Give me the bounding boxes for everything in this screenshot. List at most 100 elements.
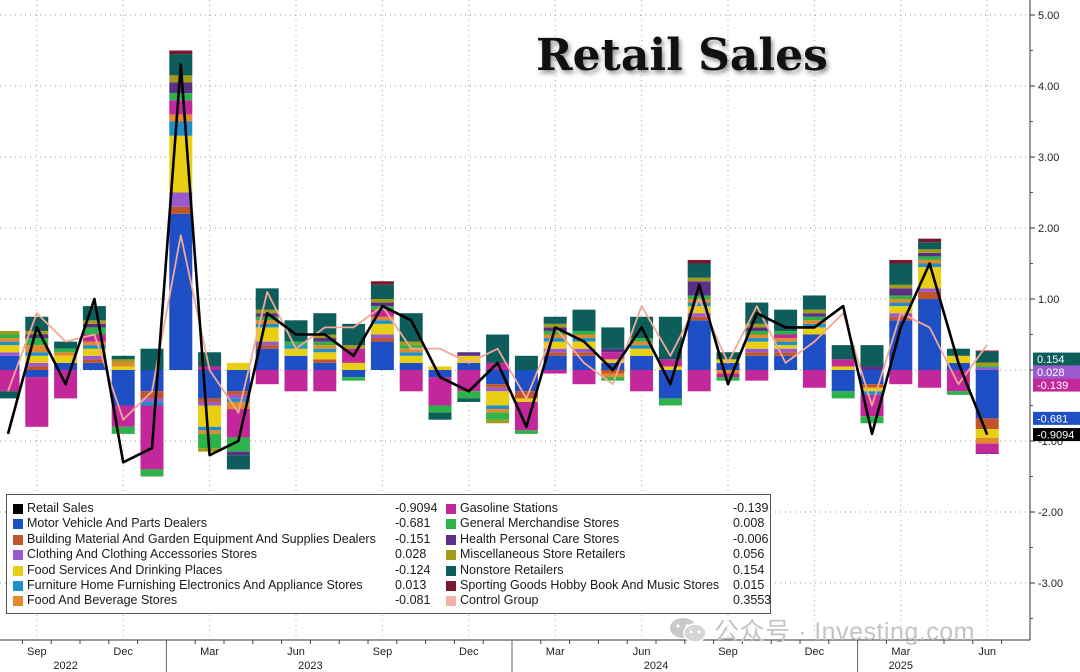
bar-segment bbox=[370, 323, 394, 335]
bar-segment bbox=[572, 338, 596, 342]
bar-segment bbox=[169, 93, 193, 101]
bar-segment bbox=[169, 50, 193, 55]
bar-segment bbox=[140, 401, 164, 406]
bar-segment bbox=[946, 391, 970, 395]
bar-segment bbox=[630, 345, 654, 349]
legend-value: -0.006 bbox=[733, 531, 769, 546]
bar-segment bbox=[54, 341, 78, 349]
bar-segment bbox=[370, 341, 394, 370]
x-tick-label: Sep bbox=[718, 646, 738, 658]
legend-label: Nonstore Retailers bbox=[460, 562, 564, 577]
bar-segment bbox=[975, 418, 999, 430]
bar-segment bbox=[918, 267, 942, 289]
bar-segment bbox=[745, 348, 769, 353]
bar-segment bbox=[889, 288, 913, 296]
bar-segment bbox=[370, 316, 394, 321]
bar-segment bbox=[745, 338, 769, 342]
bar-segment bbox=[745, 355, 769, 370]
bar-segment bbox=[543, 355, 567, 370]
legend-label: Gasoline Stations bbox=[460, 501, 558, 515]
bar-segment bbox=[572, 330, 596, 335]
bar-segment bbox=[601, 359, 625, 363]
bar-segment bbox=[111, 370, 135, 406]
bar-segment bbox=[111, 426, 135, 434]
bar-segment bbox=[687, 306, 711, 314]
end-value-label: 0.028 bbox=[1037, 367, 1065, 379]
bar-segment bbox=[975, 368, 999, 370]
bar-segment bbox=[802, 313, 826, 317]
bar-segment bbox=[860, 416, 884, 424]
bar-segment bbox=[572, 348, 596, 353]
bar-segment bbox=[0, 391, 20, 399]
bar-segment bbox=[946, 348, 970, 356]
bar-segment bbox=[831, 359, 855, 367]
bar-segment bbox=[399, 348, 423, 353]
legend-swatch bbox=[13, 519, 23, 530]
bar-segment bbox=[428, 412, 452, 420]
bar-segment bbox=[428, 366, 452, 370]
legend-label: Motor Vehicle And Parts Dealers bbox=[27, 516, 207, 531]
bar-segment bbox=[716, 352, 740, 360]
watermark-text: 公众号 · Investing.com bbox=[714, 618, 975, 646]
y-tick-label: 5.00 bbox=[1038, 10, 1059, 22]
bar-segment bbox=[169, 114, 193, 122]
legend-swatch bbox=[446, 504, 456, 514]
bar-segment bbox=[226, 394, 250, 399]
legend-swatch bbox=[13, 534, 23, 545]
x-tick-label: Mar bbox=[891, 646, 910, 658]
bar-segment bbox=[0, 338, 20, 342]
bar-segment bbox=[975, 351, 999, 363]
bar-segment bbox=[831, 370, 855, 392]
bar-segment bbox=[774, 341, 798, 346]
x-tick-label: Jun bbox=[287, 646, 305, 658]
legend-swatch bbox=[13, 580, 23, 591]
bar-segment bbox=[918, 249, 942, 253]
bar-segment bbox=[601, 352, 625, 360]
bar-segment bbox=[860, 366, 884, 370]
bar-segment bbox=[457, 362, 481, 370]
bar-segment bbox=[918, 291, 942, 299]
bar-segment bbox=[198, 430, 222, 434]
bar-segment bbox=[284, 370, 308, 392]
legend-value: 0.154 bbox=[733, 562, 765, 577]
bar-segment bbox=[486, 419, 510, 424]
bar-segment bbox=[25, 352, 49, 356]
legend-label: Furniture Home Furnishing Electronics An… bbox=[27, 577, 363, 592]
bar-segment bbox=[543, 316, 567, 324]
bar-segment bbox=[111, 355, 135, 360]
bar-segment bbox=[601, 373, 625, 378]
legend-value: -0.139 bbox=[733, 501, 769, 515]
bar-segment bbox=[802, 320, 826, 324]
end-value-tag bbox=[1033, 365, 1080, 379]
bar-segment bbox=[889, 302, 913, 307]
bar-segment bbox=[658, 398, 682, 406]
bar-segment bbox=[111, 359, 135, 363]
bar-segment bbox=[0, 334, 20, 339]
bar-segment bbox=[82, 306, 106, 321]
legend-label: Food Services And Drinking Places bbox=[27, 562, 223, 577]
bar-segment bbox=[572, 309, 596, 331]
y-tick-label: -2.00 bbox=[1038, 507, 1063, 519]
bar-segment bbox=[342, 377, 366, 381]
series-line bbox=[7, 234, 988, 421]
bar-segment bbox=[860, 384, 884, 388]
bar-segment bbox=[918, 259, 942, 264]
bar-segment bbox=[399, 370, 423, 392]
end-value-tag bbox=[1033, 352, 1080, 366]
bar-segment bbox=[802, 334, 826, 370]
x-year-label: 2023 bbox=[298, 660, 322, 672]
bar-segment bbox=[370, 338, 394, 342]
bar-segment bbox=[658, 366, 682, 370]
bar-segment bbox=[255, 309, 279, 314]
x-year-label: 2022 bbox=[53, 660, 77, 672]
bar-segment bbox=[342, 362, 366, 370]
bar-segment bbox=[25, 345, 49, 353]
bar-segment bbox=[0, 341, 20, 346]
bar-segment bbox=[313, 362, 337, 370]
bar-segment bbox=[313, 370, 337, 392]
bar-segment bbox=[630, 355, 654, 370]
bar-segment bbox=[226, 437, 250, 452]
bar-segment bbox=[370, 320, 394, 324]
bar-segment bbox=[82, 334, 106, 342]
